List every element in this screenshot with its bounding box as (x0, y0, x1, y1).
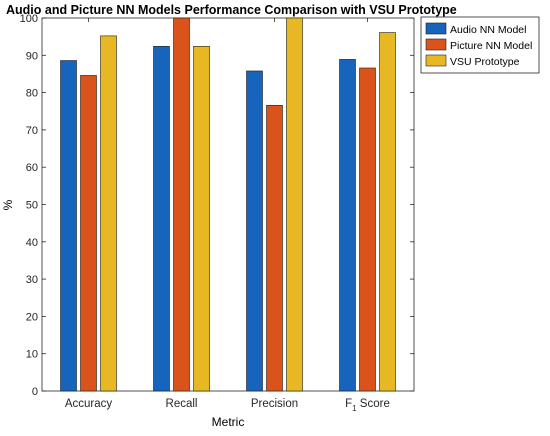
y-tick-label: 20 (26, 311, 38, 323)
x-tick-label: Accuracy (65, 398, 113, 410)
y-tick-label: 40 (26, 237, 38, 249)
y-tick-label: 80 (26, 88, 38, 100)
legend-swatch (426, 55, 446, 66)
bars (61, 18, 396, 391)
bar-picture-nn-model-precision (267, 105, 283, 391)
bar-audio-nn-model-precision (247, 71, 263, 391)
legend-swatch (426, 23, 446, 34)
x-tick-label: Recall (166, 398, 198, 410)
bar-vsu-prototype-accuracy (101, 36, 117, 391)
y-tick-label: 100 (20, 13, 38, 25)
bar-picture-nn-model-recall (174, 18, 190, 391)
legend-label: Picture NN Model (450, 40, 532, 52)
x-tick-label: F1 Score (345, 398, 390, 413)
bar-audio-nn-model-accuracy (61, 61, 77, 391)
legend-label: Audio NN Model (450, 24, 526, 36)
x-axis-label: Metric (212, 415, 245, 429)
y-tick-label: 60 (26, 162, 38, 174)
bar-picture-nn-model-accuracy (81, 75, 97, 391)
bar-picture-nn-model-f1-score (360, 68, 376, 391)
bar-vsu-prototype-recall (194, 46, 210, 391)
legend-label: VSU Prototype (450, 56, 520, 68)
y-tick-label: 10 (26, 349, 38, 361)
y-axis-label: % (1, 199, 15, 210)
bar-vsu-prototype-f1-score (380, 33, 396, 391)
y-tick-label: 50 (26, 200, 38, 212)
legend-swatch (426, 39, 446, 50)
y-tick-label: 90 (26, 50, 38, 62)
y-tick-label: 30 (26, 274, 38, 286)
chart-title: Audio and Picture NN Models Performance … (6, 3, 457, 17)
bar-audio-nn-model-f1-score (340, 59, 356, 391)
x-tick-label: Precision (251, 398, 298, 410)
y-tick-label: 70 (26, 125, 38, 137)
plot-frame (42, 18, 414, 391)
legend: Audio NN Model Picture NN Model VSU Protot… (421, 17, 539, 73)
bar-audio-nn-model-recall (154, 46, 170, 391)
y-tick-label: 0 (32, 386, 38, 398)
bar-vsu-prototype-precision (287, 18, 303, 391)
